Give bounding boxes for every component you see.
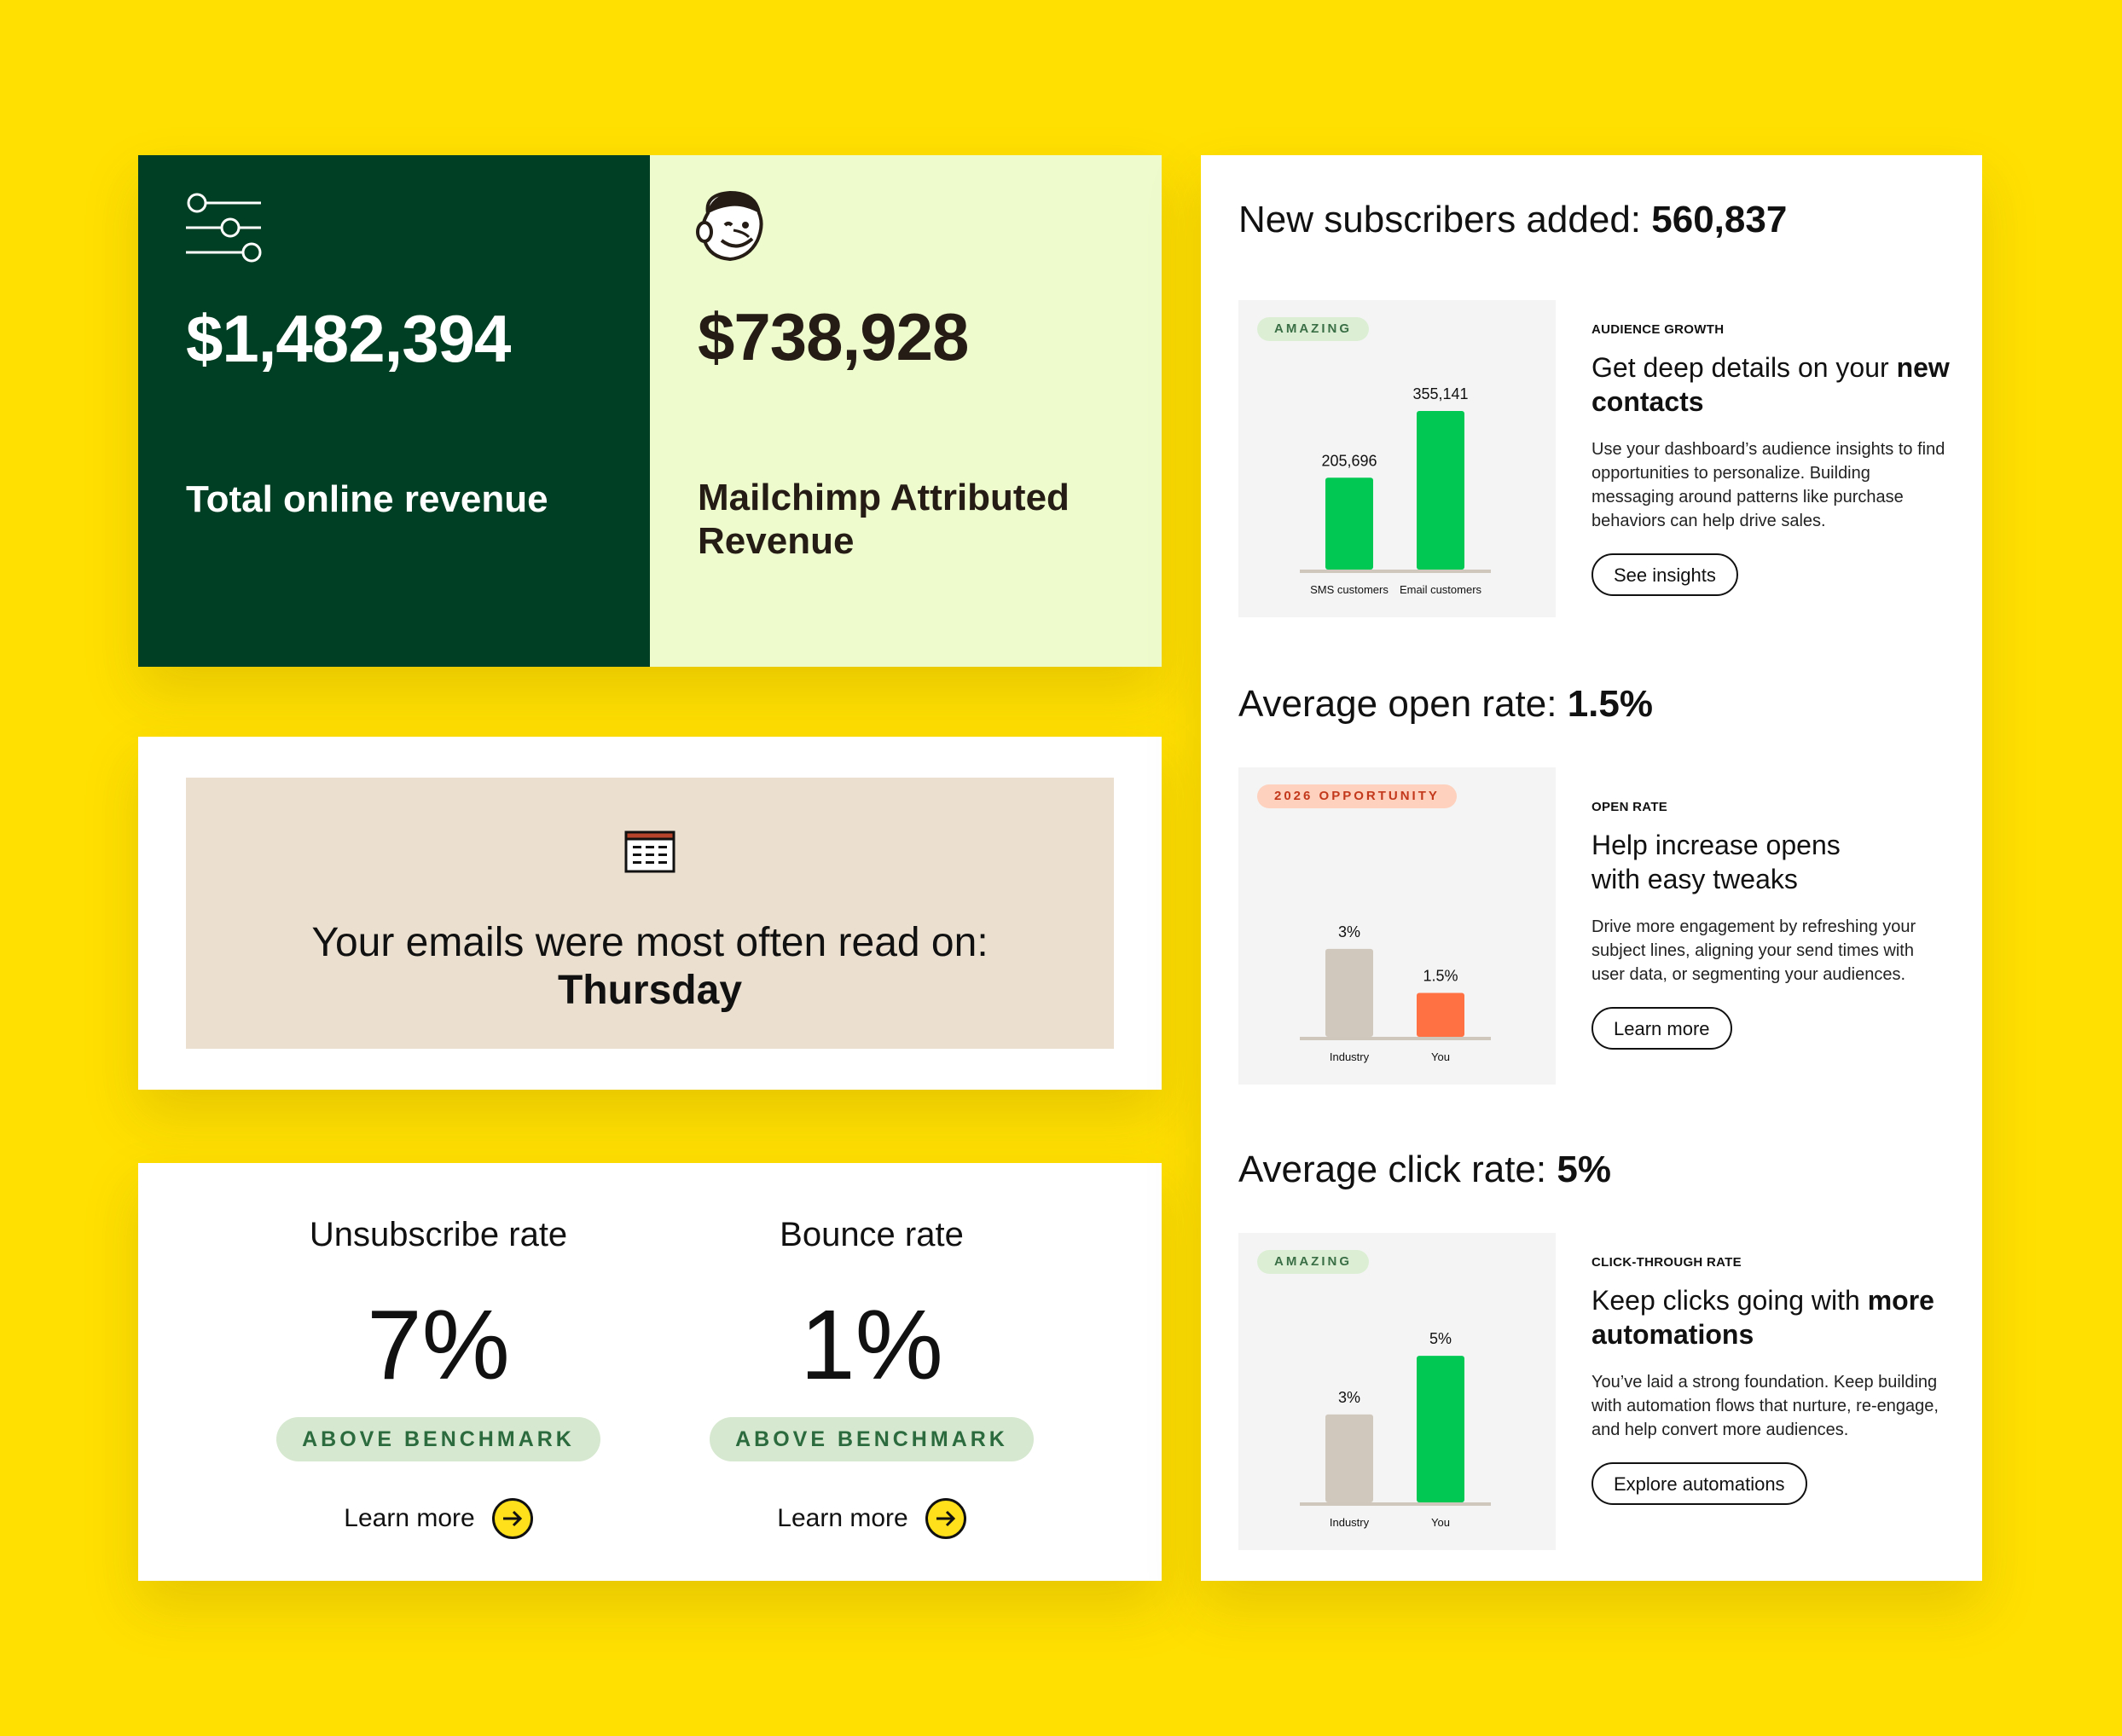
opportunity-badge: 2026 OPPORTUNITY xyxy=(1257,784,1457,808)
info-eyebrow: CLICK-THROUGH RATE xyxy=(1592,1255,1742,1270)
amazing-badge: AMAZING xyxy=(1257,1250,1369,1274)
learn-more-link[interactable]: Learn more xyxy=(710,1496,1034,1542)
benchmark-badge: ABOVE BENCHMARK xyxy=(276,1417,600,1461)
subscribers-chart: 205,696 SMS customers 355,141 Email custome… xyxy=(1238,300,1556,617)
chart-category-label: You xyxy=(1431,1050,1450,1063)
total-revenue-label: Total online revenue xyxy=(186,478,548,520)
click-rate-chart-svg: 3% Industry 5% You xyxy=(1300,1330,1491,1529)
attributed-revenue-amount: $738,928 xyxy=(698,299,969,374)
most-read-day-value: Thursday xyxy=(557,968,743,1013)
chart-bar xyxy=(1417,992,1464,1037)
unsubscribe-rate-block: Unsubscribe rate 7% ABOVE BENCHMARK Lear… xyxy=(276,1163,600,1581)
attributed-revenue-panel: $738,928 Mailchimp Attributed Revenue xyxy=(650,155,1162,667)
info-title-bold: new contacts xyxy=(1592,352,1950,417)
rate-value: 7% xyxy=(367,1289,510,1400)
benchmark-badge: ABOVE BENCHMARK xyxy=(710,1417,1034,1461)
calendar-icon xyxy=(624,830,675,877)
most-read-day-card: Your emails were most often read on: Thu… xyxy=(138,737,1162,1090)
info-title-prefix: Keep clicks going with xyxy=(1592,1285,1868,1316)
learn-more-button[interactable]: Learn more xyxy=(1592,1007,1732,1050)
attributed-revenue-label: Mailchimp Attributed Revenue xyxy=(698,477,1070,562)
see-insights-button[interactable]: See insights xyxy=(1592,553,1738,596)
chart-value-label: 3% xyxy=(1338,923,1360,940)
freddie-logo-icon xyxy=(696,188,769,269)
audience-growth-info: AUDIENCE GROWTH Get deep details on your… xyxy=(1592,322,1950,596)
chart-category-label: Industry xyxy=(1330,1050,1370,1063)
chart-bar xyxy=(1417,410,1464,570)
total-revenue-panel: $1,482,394 Total online revenue xyxy=(138,155,650,667)
arrow-right-icon[interactable] xyxy=(925,1498,966,1539)
info-eyebrow: OPEN RATE xyxy=(1592,800,1668,814)
info-title: Keep clicks going with more automations xyxy=(1592,1283,1950,1351)
new-subscribers-heading: New subscribers added: 560,837 xyxy=(1238,198,1787,242)
chart-category-label: You xyxy=(1431,1516,1450,1529)
chart-category-label: SMS customers xyxy=(1310,583,1389,596)
subscribers-chart-svg: 205,696 SMS customers 355,141 Email custome… xyxy=(1300,385,1491,596)
total-revenue-amount: $1,482,394 xyxy=(186,301,511,376)
rates-card: Unsubscribe rate 7% ABOVE BENCHMARK Lear… xyxy=(138,1163,1162,1581)
info-eyebrow: AUDIENCE GROWTH xyxy=(1592,322,1725,337)
insights-panel: New subscribers added: 560,837 205,696 SM… xyxy=(1201,155,1982,1581)
info-title-prefix: Get deep details on your xyxy=(1592,352,1897,383)
bounce-rate-block: Bounce rate 1% ABOVE BENCHMARK Learn mor… xyxy=(710,1163,1034,1581)
open-rate-heading: Average open rate: 1.5% xyxy=(1238,682,1653,726)
chart-value-label: 355,141 xyxy=(1412,385,1468,402)
info-title: Get deep details on your new contacts xyxy=(1592,350,1950,419)
chart-bar xyxy=(1325,477,1373,570)
rate-title: Unsubscribe rate xyxy=(309,1216,568,1253)
chart-value-label: 1.5% xyxy=(1423,967,1458,984)
sliders-icon xyxy=(186,191,263,269)
info-title: Help increase opens with easy tweaks xyxy=(1592,828,1950,896)
explore-automations-button[interactable]: Explore automations xyxy=(1592,1462,1807,1505)
rate-value: 1% xyxy=(800,1289,943,1400)
most-read-day-text: Your emails were most often read on: Thu… xyxy=(186,919,1114,1015)
chart-bar xyxy=(1417,1356,1464,1502)
revenue-card: $1,482,394 Total online revenue $738,928… xyxy=(138,155,1162,667)
chart-category-label: Industry xyxy=(1330,1516,1370,1529)
click-rate-chart: 3% Industry 5% You AMAZING xyxy=(1238,1233,1556,1550)
info-body: Use your dashboard’s audience insights t… xyxy=(1592,440,1945,530)
info-body: You’ve laid a strong foundation. Keep bu… xyxy=(1592,1373,1939,1439)
learn-more-label: Learn more xyxy=(777,1504,908,1532)
chart-bar xyxy=(1325,948,1373,1037)
click-through-info: CLICK-THROUGH RATE Keep clicks going wit… xyxy=(1592,1255,1950,1505)
open-rate-info: OPEN RATE Help increase opens with easy … xyxy=(1592,800,1950,1050)
arrow-right-icon[interactable] xyxy=(491,1498,533,1539)
learn-more-label: Learn more xyxy=(344,1504,475,1532)
heading-value: 5% xyxy=(1557,1149,1611,1190)
most-read-day-prefix: Your emails were most often read on: xyxy=(311,920,989,965)
most-read-day-panel: Your emails were most often read on: Thu… xyxy=(186,778,1114,1049)
info-title-prefix: Help increase opens with easy tweaks xyxy=(1592,830,1841,894)
info-title-bold: more automations xyxy=(1592,1285,1934,1350)
chart-category-label: Email customers xyxy=(1400,583,1482,596)
info-body: Drive more engagement by refreshing your… xyxy=(1592,917,1916,984)
heading-prefix: Average click rate: xyxy=(1238,1149,1557,1190)
heading-prefix: New subscribers added: xyxy=(1238,199,1652,240)
click-rate-heading: Average click rate: 5% xyxy=(1238,1148,1611,1192)
amazing-badge: AMAZING xyxy=(1257,317,1369,341)
chart-value-label: 3% xyxy=(1338,1389,1360,1406)
open-rate-chart: 3% Industry 1.5% You 2026 OPPORTUNITY xyxy=(1238,767,1556,1085)
heading-value: 560,837 xyxy=(1651,199,1788,240)
open-rate-chart-svg: 3% Industry 1.5% You xyxy=(1300,923,1491,1063)
rate-title: Bounce rate xyxy=(780,1216,964,1253)
chart-value-label: 5% xyxy=(1429,1330,1452,1347)
heading-value: 1.5% xyxy=(1567,683,1653,725)
learn-more-link[interactable]: Learn more xyxy=(276,1496,600,1542)
chart-value-label: 205,696 xyxy=(1321,452,1377,469)
chart-bar xyxy=(1325,1414,1373,1502)
heading-prefix: Average open rate: xyxy=(1238,683,1568,725)
